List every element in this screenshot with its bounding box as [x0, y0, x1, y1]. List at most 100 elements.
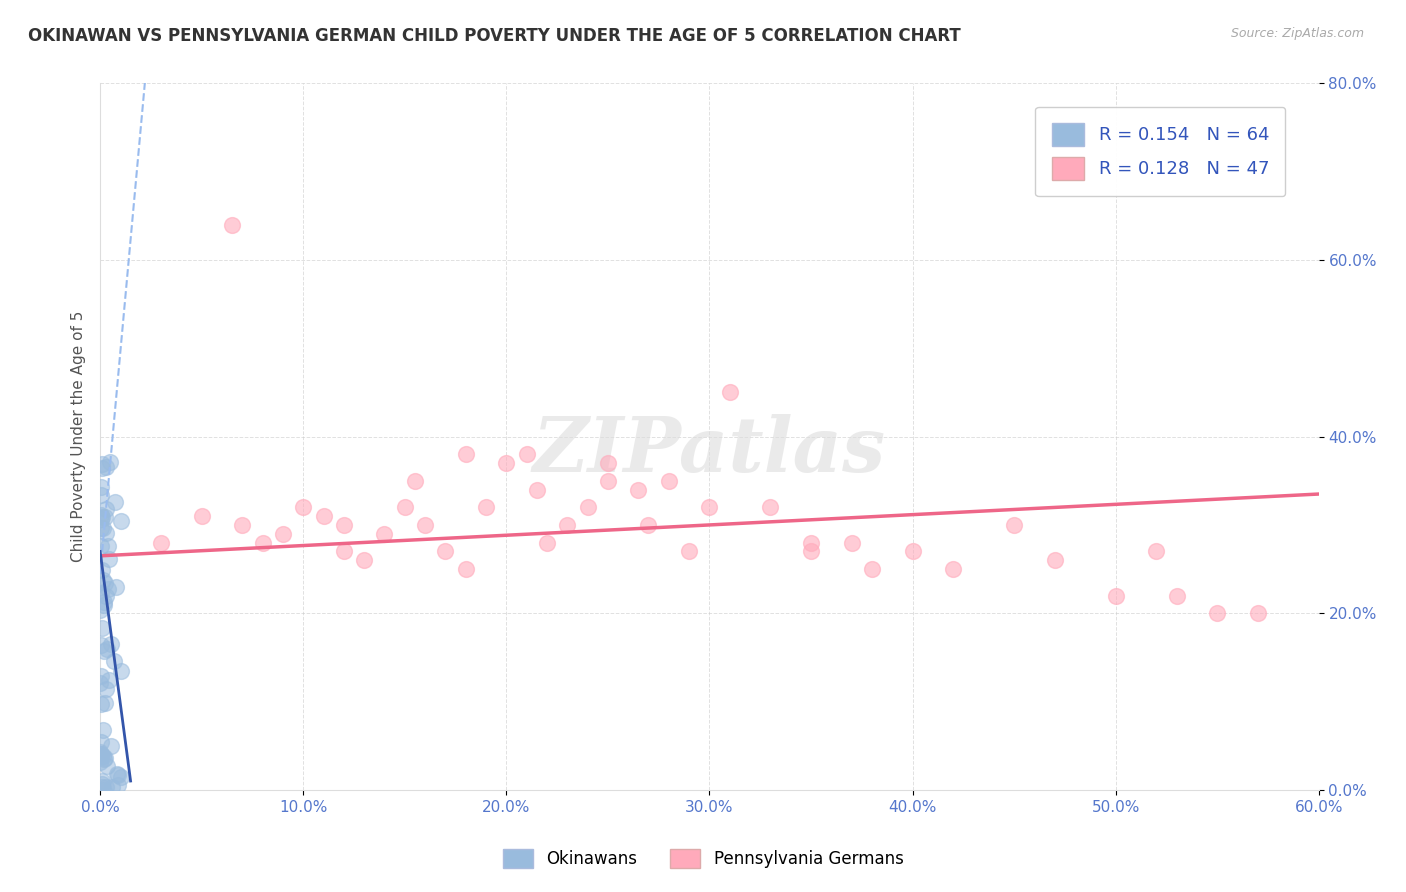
Point — [596, 474, 619, 488]
Point — [100, 739, 122, 754]
Point — [333, 544, 356, 558]
Point — [94, 510, 117, 524]
Point — [271, 526, 294, 541]
Point — [495, 456, 517, 470]
Point — [93, 750, 115, 764]
Point — [96, 759, 118, 773]
Point — [91, 573, 114, 587]
Point — [1104, 589, 1126, 603]
Point — [90, 698, 112, 712]
Point — [454, 447, 477, 461]
Point — [252, 535, 274, 549]
Point — [333, 517, 356, 532]
Point — [93, 644, 115, 658]
Point — [404, 474, 426, 488]
Point — [516, 447, 538, 461]
Point — [110, 771, 132, 785]
Point — [190, 509, 212, 524]
Point — [800, 535, 823, 549]
Point — [90, 539, 112, 553]
Point — [93, 575, 115, 590]
Point — [413, 517, 436, 532]
Point — [90, 735, 112, 749]
Point — [1206, 606, 1229, 620]
Text: ZIPatlas: ZIPatlas — [533, 414, 886, 488]
Point — [90, 521, 112, 535]
Point — [90, 747, 112, 762]
Point — [103, 654, 125, 668]
Point — [90, 638, 112, 652]
Point — [454, 562, 477, 576]
Point — [312, 509, 335, 524]
Point — [841, 535, 863, 549]
Point — [94, 681, 117, 696]
Point — [1247, 606, 1270, 620]
Point — [94, 526, 117, 541]
Point — [596, 456, 619, 470]
Point — [90, 748, 112, 763]
Point — [91, 748, 114, 763]
Point — [373, 526, 395, 541]
Point — [1144, 544, 1167, 558]
Point — [90, 508, 112, 522]
Point — [105, 767, 128, 781]
Point — [475, 500, 498, 515]
Point — [89, 747, 111, 761]
Point — [699, 500, 721, 515]
Point — [292, 500, 315, 515]
Point — [97, 582, 120, 596]
Point — [91, 520, 114, 534]
Point — [627, 483, 650, 497]
Point — [90, 488, 112, 502]
Point — [94, 780, 117, 794]
Point — [98, 673, 121, 688]
Y-axis label: Child Poverty Under the Age of 5: Child Poverty Under the Age of 5 — [72, 311, 86, 562]
Point — [1002, 517, 1025, 532]
Point — [658, 474, 681, 488]
Point — [97, 539, 120, 553]
Point — [1166, 589, 1188, 603]
Point — [231, 517, 253, 532]
Point — [526, 483, 548, 497]
Point — [718, 385, 741, 400]
Point — [901, 544, 924, 558]
Legend: R = 0.154   N = 64, R = 0.128   N = 47: R = 0.154 N = 64, R = 0.128 N = 47 — [1035, 107, 1285, 196]
Point — [89, 603, 111, 617]
Point — [576, 500, 599, 515]
Point — [91, 457, 114, 471]
Point — [555, 517, 578, 532]
Point — [394, 500, 416, 515]
Point — [91, 723, 114, 737]
Point — [93, 595, 115, 609]
Point — [90, 510, 112, 524]
Point — [91, 563, 114, 577]
Point — [91, 461, 114, 475]
Point — [104, 580, 127, 594]
Point — [221, 218, 243, 232]
Point — [91, 780, 114, 794]
Point — [94, 501, 117, 516]
Point — [860, 562, 883, 576]
Point — [759, 500, 782, 515]
Point — [98, 552, 121, 566]
Point — [93, 598, 115, 612]
Point — [91, 774, 114, 789]
Point — [89, 756, 111, 770]
Point — [107, 768, 129, 782]
Point — [942, 562, 965, 576]
Point — [94, 589, 117, 603]
Point — [93, 696, 115, 710]
Legend: Okinawans, Pennsylvania Germans: Okinawans, Pennsylvania Germans — [496, 843, 910, 875]
Point — [90, 586, 112, 600]
Point — [110, 665, 132, 679]
Point — [110, 514, 132, 528]
Point — [100, 636, 122, 650]
Point — [89, 745, 111, 759]
Point — [90, 511, 112, 525]
Point — [1043, 553, 1066, 567]
Point — [536, 535, 558, 549]
Point — [89, 676, 111, 690]
Point — [678, 544, 700, 558]
Text: Source: ZipAtlas.com: Source: ZipAtlas.com — [1230, 27, 1364, 40]
Point — [150, 535, 173, 549]
